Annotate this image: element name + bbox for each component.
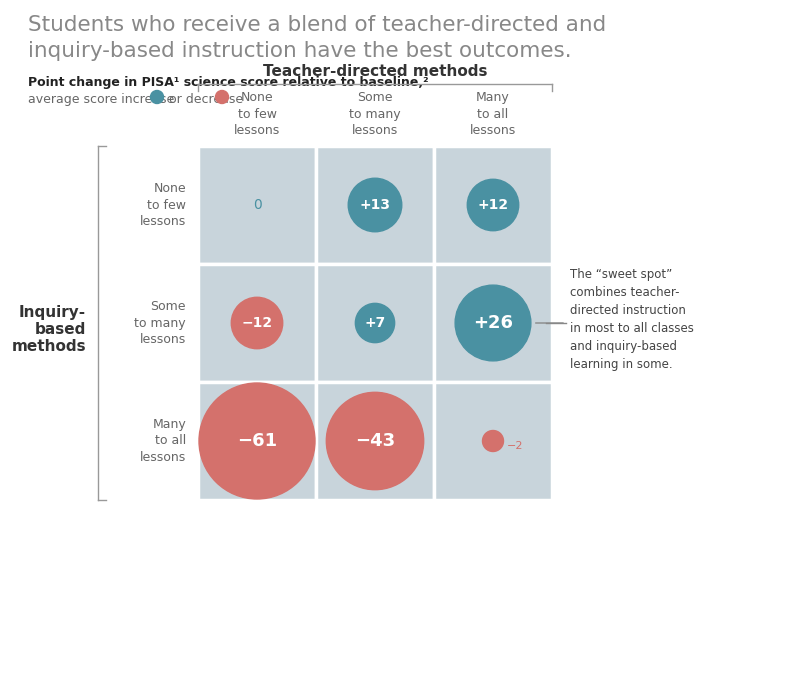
- Text: −12: −12: [242, 316, 272, 330]
- Text: Point change in PISA¹ science score relative to baseline,²: Point change in PISA¹ science score rela…: [28, 76, 429, 89]
- Bar: [198, 264, 316, 382]
- Text: None
to few
lessons: None to few lessons: [139, 182, 186, 228]
- Circle shape: [215, 91, 228, 104]
- Text: Many
to all
lessons: Many to all lessons: [470, 91, 516, 137]
- Text: None
to few
lessons: None to few lessons: [234, 91, 280, 137]
- Circle shape: [467, 179, 519, 231]
- Circle shape: [199, 383, 315, 499]
- Text: 0: 0: [252, 198, 261, 212]
- Text: +13: +13: [359, 198, 390, 212]
- Circle shape: [355, 303, 395, 343]
- Text: Some
to many
lessons: Some to many lessons: [349, 91, 401, 137]
- Text: Students who receive a blend of teacher-directed and: Students who receive a blend of teacher-…: [28, 15, 606, 35]
- Text: Inquiry-: Inquiry-: [19, 305, 86, 320]
- Bar: [434, 146, 552, 264]
- Text: +12: +12: [477, 198, 509, 212]
- Circle shape: [348, 178, 401, 231]
- Bar: [434, 264, 552, 382]
- Text: Some
to many
lessons: Some to many lessons: [135, 300, 186, 346]
- Bar: [316, 264, 434, 382]
- Text: based: based: [35, 322, 86, 337]
- Bar: [316, 382, 434, 500]
- Text: Many
to all
lessons: Many to all lessons: [139, 418, 186, 464]
- Bar: [434, 382, 552, 500]
- Circle shape: [151, 91, 164, 104]
- Circle shape: [326, 392, 424, 490]
- Text: +7: +7: [364, 316, 385, 330]
- Circle shape: [455, 285, 531, 361]
- Circle shape: [231, 297, 283, 349]
- Bar: [198, 146, 316, 264]
- Text: −2: −2: [506, 441, 523, 451]
- Text: −61: −61: [237, 432, 277, 450]
- Circle shape: [483, 430, 504, 451]
- Text: inquiry-based instruction have the best outcomes.: inquiry-based instruction have the best …: [28, 41, 571, 61]
- Text: The “sweet spot”
combines teacher-
directed instruction
in most to all classes
a: The “sweet spot” combines teacher- direc…: [570, 268, 694, 371]
- Text: +26: +26: [473, 314, 513, 332]
- Bar: [316, 146, 434, 264]
- Text: Teacher-directed methods: Teacher-directed methods: [263, 64, 488, 79]
- Text: methods: methods: [11, 339, 86, 354]
- Bar: [198, 382, 316, 500]
- Text: −43: −43: [355, 432, 395, 450]
- Text: average score increase: average score increase: [28, 93, 174, 106]
- Text: or decrease: or decrease: [169, 93, 243, 106]
